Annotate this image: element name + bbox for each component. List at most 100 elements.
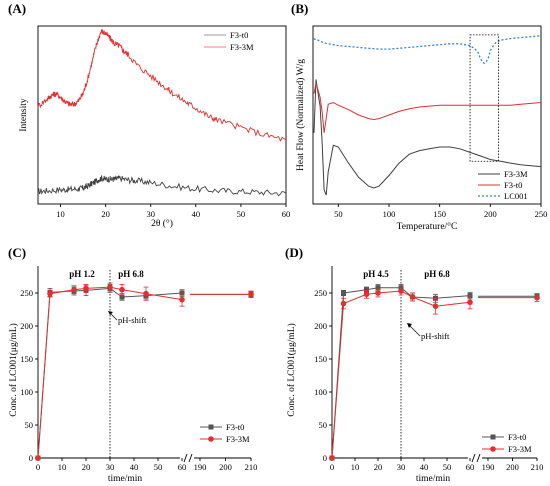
series-line-lc001 — [313, 35, 542, 65]
panel-b-x-axis-label: Temperature/°C — [397, 221, 458, 232]
panel-c-label: (C) — [8, 245, 26, 260]
data-point-f3-3m — [143, 290, 149, 297]
x-tick-label-200: 200 — [484, 209, 497, 219]
panel-d-phase-label-1: pH 4.5 — [363, 269, 389, 279]
annotation-box — [469, 34, 499, 162]
y-tick-label-250: 250 — [314, 288, 327, 298]
data-point-f3-3m — [248, 291, 254, 298]
legend-marker-f3-3m — [208, 436, 214, 442]
legend-marker-f3-t0 — [490, 434, 496, 440]
panel-b-dsc-chart: (B) 50 100 150 200 250 Temperature/°C Heat F… — [291, 1, 547, 232]
panel-b-y-axis-label: Heat Flow (Normalized) W/g — [295, 59, 306, 171]
series-line-f3-3m — [37, 286, 183, 459]
panel-c-dissolution-chart: (C) 0 50 100 150 200 250 0 10 20 30 40 50 60 190 200 21… — [8, 245, 257, 484]
data-point-f3-3m — [47, 290, 53, 297]
panel-c-legend: F3-t0 F3-3M — [200, 422, 250, 444]
panel-d-axes: 0 50 100 150 200 250 0 10 20 30 40 50 60 190 200 210 — [314, 266, 543, 472]
y-tick-label-0: 0 — [29, 453, 33, 463]
x-tick-label-50: 50 — [334, 209, 343, 219]
panel-a-xrd-chart: (A) 10 20 30 40 50 60 2θ (°) Intensity F3-t0 … — [8, 1, 290, 229]
y-tick-label-0: 0 — [323, 453, 327, 463]
x-tick-label-60: 60 — [178, 462, 187, 472]
y-tick-label-200: 200 — [314, 321, 327, 331]
data-point-f3-3m — [363, 291, 370, 298]
x-tick-label-20: 20 — [82, 462, 91, 472]
data-point-f3-3m — [179, 296, 185, 303]
series-line-f3-3m — [313, 79, 542, 196]
legend-label-f3-3m: F3-3M — [504, 169, 528, 179]
panel-d-shift-arrow — [408, 324, 421, 337]
panel-c-phase-label-2: pH 6.8 — [118, 269, 144, 279]
data-point-f3-3m — [398, 288, 404, 294]
x-tick-label-10: 10 — [351, 462, 360, 472]
series-line-f3-t0 — [313, 82, 542, 133]
panel-d-ph-shift-annotation: pH-shift — [421, 331, 450, 341]
data-point-f3-3m — [119, 286, 125, 293]
legend-label-f3-t0: F3-t0 — [504, 180, 522, 190]
x-tick-label-0: 0 — [36, 462, 40, 472]
panel-c-ph-shift-annotation: pH-shift — [118, 315, 147, 325]
legend-label-lc001: LC001 — [504, 191, 528, 201]
panel-a-label: (A) — [8, 1, 26, 16]
panel-d-phase-label-2: pH 6.8 — [424, 269, 450, 279]
legend-label-f3-3m: F3-3M — [230, 42, 254, 52]
x-tick-label-250: 250 — [535, 209, 548, 219]
x-tick-label-60: 60 — [282, 209, 291, 219]
axis-break-mark-2 — [476, 453, 481, 463]
panel-c-phase-label-1: pH 1.2 — [69, 269, 95, 279]
x-tick-label-200: 200 — [506, 462, 519, 472]
data-point-f3-3m — [340, 300, 347, 307]
panel-d-label: (D) — [285, 245, 303, 260]
y-tick-label-50: 50 — [25, 420, 34, 430]
axis-break-mark-1 — [471, 453, 476, 463]
panel-a-series — [37, 28, 287, 197]
panel-d-dissolution-chart: (D) 0 50 100 150 200 250 0 10 20 30 40 50 60 190 200 21… — [285, 245, 543, 484]
data-point-f3-t0 — [119, 294, 125, 300]
data-point-f3-3m — [467, 299, 473, 306]
panel-c-series — [35, 282, 254, 461]
data-point-f3-3m — [83, 285, 89, 292]
x-tick-label-150: 150 — [433, 209, 446, 219]
data-point-f3-3m — [329, 455, 335, 461]
panel-d-series — [329, 284, 540, 461]
x-tick-label-10: 10 — [56, 209, 65, 219]
panel-a-x-axis-label: 2θ (°) — [151, 218, 173, 229]
x-tick-label-30: 30 — [397, 462, 406, 472]
y-tick-label-50: 50 — [319, 420, 328, 430]
y-tick-label-250: 250 — [20, 288, 33, 298]
x-tick-label-50: 50 — [154, 462, 163, 472]
data-point-f3-t0 — [341, 290, 346, 296]
y-tick-label-200: 200 — [20, 321, 33, 331]
x-tick-label-40: 40 — [130, 462, 139, 472]
panel-b-series — [313, 34, 542, 196]
x-tick-label-190: 190 — [194, 462, 207, 472]
x-tick-label-40: 40 — [192, 209, 201, 219]
series-line-f3-3m — [331, 290, 471, 459]
series-line-f3-t0 — [37, 175, 287, 197]
x-tick-label-50: 50 — [237, 209, 246, 219]
panel-d-x-axis-label: time/min — [416, 474, 451, 484]
panel-a-legend: F3-t0 F3-3M — [204, 30, 254, 52]
panel-a-x-ticks: 10 20 30 40 50 60 — [56, 204, 290, 219]
data-point-f3-t0 — [375, 285, 381, 291]
x-tick-label-50: 50 — [443, 462, 452, 472]
x-tick-label-30: 30 — [106, 462, 115, 472]
panel-b-x-ticks: 50 100 150 200 250 — [334, 204, 547, 219]
x-tick-label-0: 0 — [330, 462, 334, 472]
x-tick-label-20: 20 — [374, 462, 383, 472]
axis-break-mark-1 — [183, 453, 188, 463]
x-tick-label-40: 40 — [420, 462, 429, 472]
x-tick-label-190: 190 — [482, 462, 495, 472]
panel-c-y-axis-label: Conc. of LC001(μg/mL) — [8, 323, 19, 416]
data-point-f3-3m — [534, 294, 540, 301]
data-point-f3-3m — [432, 303, 439, 310]
data-point-f3-3m — [35, 455, 41, 461]
legend-label-f3-3m: F3-3M — [508, 444, 532, 454]
panel-c-axes: 0 50 100 150 200 250 0 10 20 30 40 50 60 190 200 210 — [20, 266, 257, 472]
data-point-f3-3m — [107, 284, 113, 290]
axis-break-mark-2 — [188, 453, 193, 463]
data-point-f3-3m — [375, 290, 381, 296]
x-tick-label-30: 30 — [146, 209, 155, 219]
panel-a-plot-frame — [37, 25, 287, 205]
